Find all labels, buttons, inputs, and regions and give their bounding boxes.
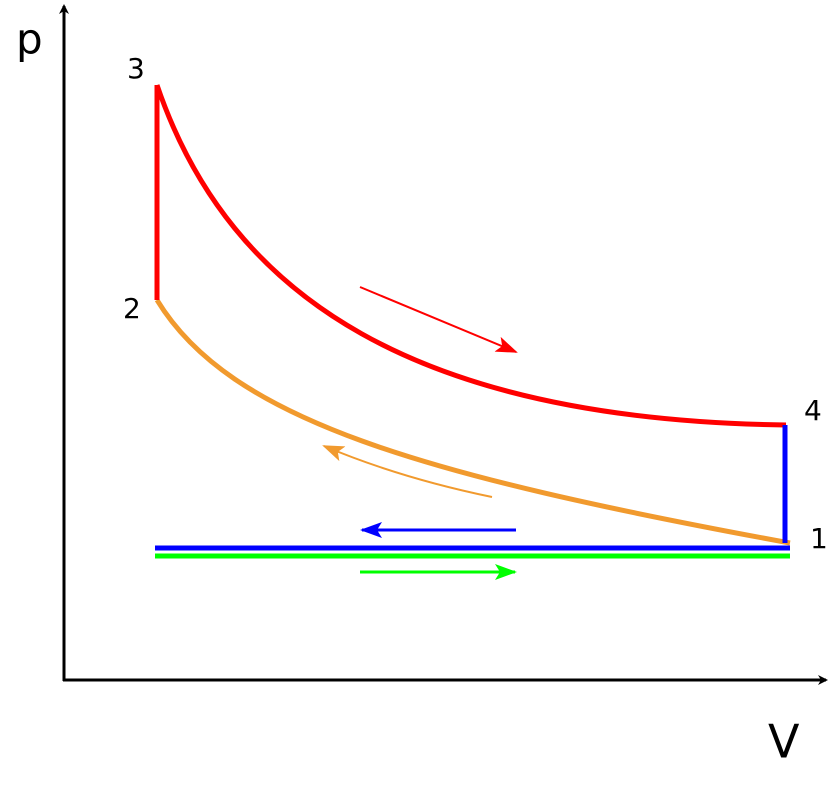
direction-arrow [359, 286, 518, 353]
direction-arrow [322, 445, 493, 498]
expansion-curve [154, 84, 787, 428]
point-label: 1 [810, 522, 828, 555]
y-axis-label: p [16, 15, 43, 64]
x-axis-label: V [768, 715, 800, 769]
point-label: 2 [123, 292, 141, 325]
compression-curve [154, 298, 791, 546]
point-label: 3 [127, 52, 145, 85]
point-label: 4 [804, 394, 822, 427]
